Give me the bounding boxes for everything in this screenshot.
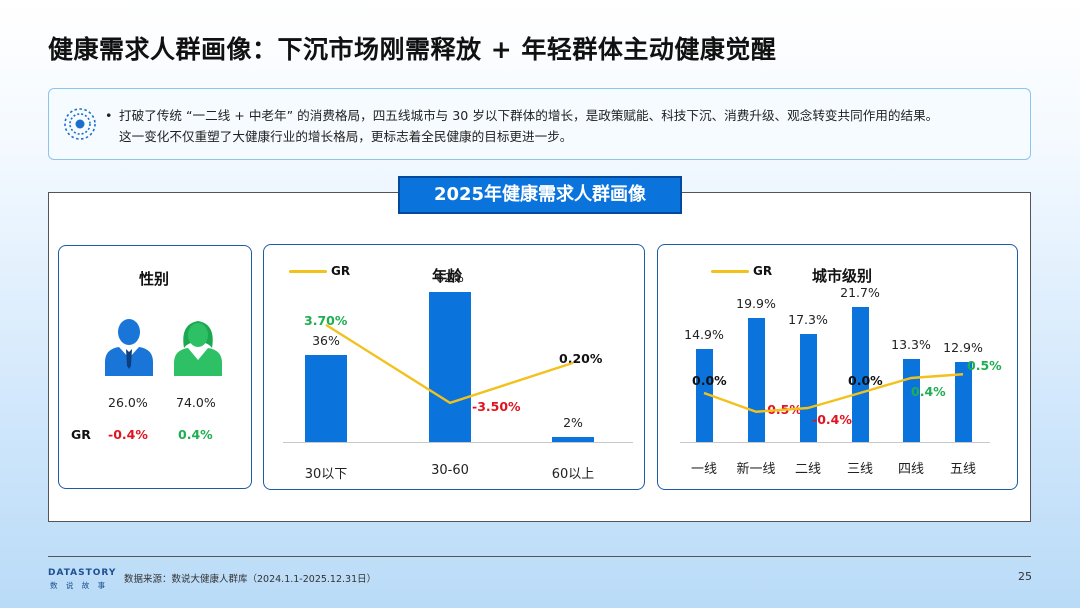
city-category-label: 新一线 <box>736 462 776 477</box>
age-category-label: 60以上 <box>551 467 595 482</box>
target-icon <box>64 108 96 140</box>
age-value-label: 62% <box>436 270 464 286</box>
note-line-1: 打破了传统 “一二线 + 中老年” 的消费格局，四五线城市与 30 岁以下群体的… <box>119 108 939 123</box>
city-gr-label: 0.0% <box>692 373 727 388</box>
age-category-label: 30以下 <box>304 467 348 482</box>
male-user-icon <box>105 319 153 376</box>
female-gr: 0.4% <box>178 427 213 442</box>
city-value-label: 14.9% <box>684 327 724 343</box>
male-share: 26.0% <box>108 395 148 410</box>
city-category-label: 二线 <box>794 462 821 477</box>
gender-title: 性别 <box>139 270 170 288</box>
age-bar <box>552 437 594 442</box>
age-gr-label: -3.50% <box>472 398 521 414</box>
age-gr-label: 0.20% <box>559 350 603 366</box>
age-bar <box>429 292 471 442</box>
bullet: • <box>105 108 113 123</box>
city-value-label: 19.9% <box>736 296 776 312</box>
note-line-2: 这一变化不仅重塑了大健康行业的增长格局，更标志着全民健康的目标更进一步。 <box>119 129 573 144</box>
city-gr-label: -0.4% <box>812 412 852 427</box>
city-category-label: 三线 <box>846 462 873 477</box>
city-gr-label: 0.0% <box>848 373 883 388</box>
page-number: 25 <box>1018 570 1032 583</box>
male-gr: -0.4% <box>108 427 148 442</box>
age-legend-label: GR <box>331 264 351 278</box>
female-share: 74.0% <box>176 395 216 410</box>
brand-subtitle: 数 说 故 事 <box>50 581 109 590</box>
city-value-label: 13.3% <box>891 337 931 353</box>
gender-gr-label: GR <box>71 427 91 442</box>
city-category-label: 五线 <box>949 462 976 477</box>
city-gr-label: 0.4% <box>911 384 946 399</box>
city-chart-title: 城市级别 <box>812 267 873 285</box>
city-legend-line <box>711 270 749 273</box>
city-gr-label: 0.5% <box>967 358 1002 374</box>
age-bar <box>305 354 347 442</box>
summary-note: • 打破了传统 “一二线 + 中老年” 的消费格局，四五线城市与 30 岁以下群… <box>48 88 1031 160</box>
age-value-label: 2% <box>563 415 583 431</box>
city-x-axis <box>680 442 990 443</box>
data-source: 数据来源：数说大健康人群库（2024.1.1-2025.12.31日） <box>124 574 377 585</box>
city-value-label: 21.7% <box>840 285 880 300</box>
city-bar <box>902 359 920 442</box>
age-gr-label: 3.70% <box>304 312 348 328</box>
city-category-label: 一线 <box>690 462 717 477</box>
page-title: 健康需求人群画像：下沉市场刚需释放 + 年轻群体主动健康觉醒 <box>48 35 777 64</box>
city-bar <box>747 318 765 442</box>
city-bar <box>695 349 713 442</box>
age-x-axis <box>283 442 633 443</box>
city-value-label: 17.3% <box>788 312 828 328</box>
city-gr-label: -0.5% <box>762 401 802 417</box>
city-legend-label: GR <box>753 264 773 278</box>
age-category-label: 30-60 <box>431 463 469 478</box>
age-legend-line <box>289 270 327 273</box>
profile-title: 2025年健康需求人群画像 <box>398 176 682 214</box>
female-user-icon <box>174 321 222 376</box>
city-category-label: 四线 <box>897 462 924 477</box>
age-value-label: 36% <box>312 332 340 348</box>
brand-logo: DATASTORY <box>48 568 117 578</box>
footer-divider <box>48 556 1031 557</box>
age-chart-title: 年龄 <box>432 267 463 285</box>
city-bar <box>954 361 972 442</box>
city-value-label: 12.9% <box>943 339 983 355</box>
